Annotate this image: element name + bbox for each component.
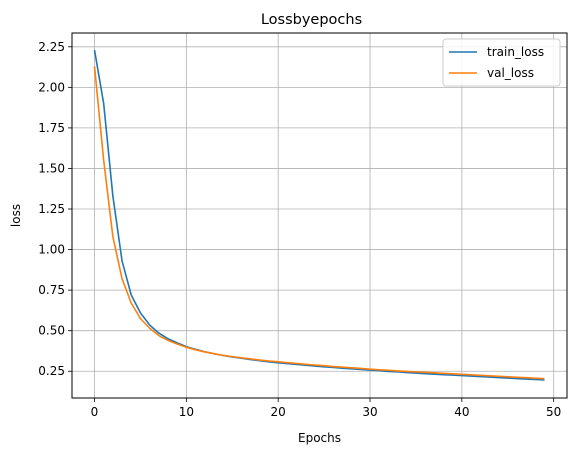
x-tick-label: 40 xyxy=(454,405,469,419)
y-tick-label: 2.00 xyxy=(38,80,65,94)
y-tick-label: 1.50 xyxy=(38,161,65,175)
y-tick-label: 1.00 xyxy=(38,243,65,257)
series-line-val-loss xyxy=(93,66,545,380)
x-tick-label: 0 xyxy=(91,405,99,419)
x-tick-label: 10 xyxy=(179,405,194,419)
legend-label: train_loss xyxy=(487,45,544,59)
axis-ticks: 0 10 20 30 40 50 0.25 0.50 0.75 1.00 1.25 1.50 1.75 2… xyxy=(38,40,561,419)
y-tick-label: 0.25 xyxy=(38,364,65,378)
chart-title: Lossbyepochs xyxy=(261,12,362,28)
legend-label: val_loss xyxy=(487,66,534,80)
plot-lines xyxy=(93,49,545,381)
x-axis-label: Epochs xyxy=(298,431,341,445)
x-tick-label: 20 xyxy=(271,405,286,419)
x-tick-label: 30 xyxy=(362,405,377,419)
x-tick-label: 50 xyxy=(546,405,561,419)
y-tick-label: 1.25 xyxy=(38,202,65,216)
legend-box xyxy=(442,38,561,87)
grid xyxy=(72,33,567,398)
series-line-train-loss xyxy=(93,49,545,381)
plot-frame xyxy=(71,32,568,399)
legend: train_loss val_loss xyxy=(442,38,561,87)
y-axis-label: loss xyxy=(9,204,23,227)
y-tick-label: 2.25 xyxy=(38,40,65,54)
y-tick-label: 1.75 xyxy=(38,121,65,135)
y-tick-label: 0.75 xyxy=(38,283,65,297)
y-tick-label: 0.50 xyxy=(38,324,65,338)
